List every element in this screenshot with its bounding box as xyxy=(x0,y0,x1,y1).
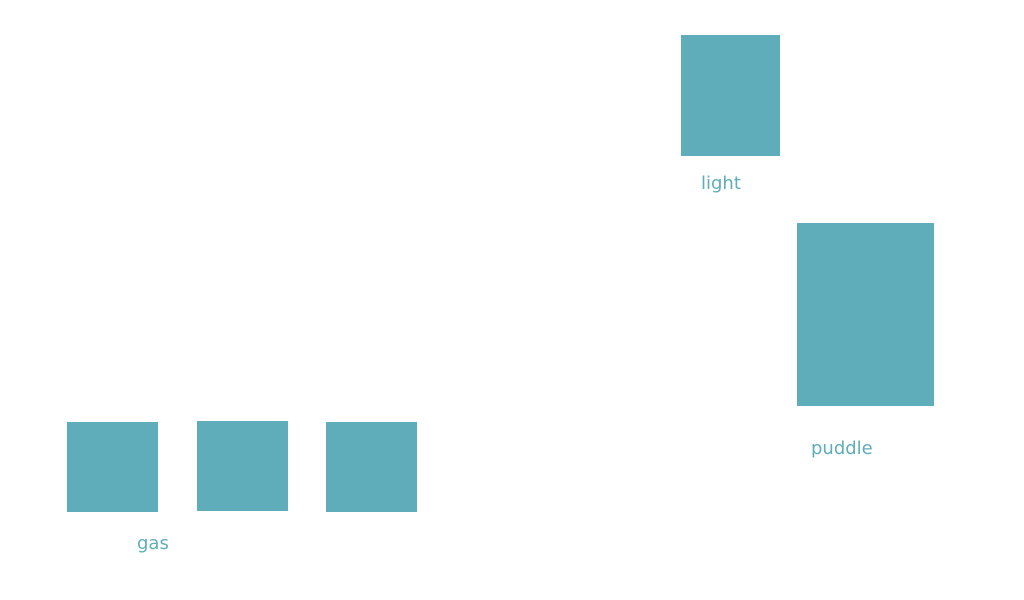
light-tile xyxy=(681,35,780,156)
gas-label: gas xyxy=(137,533,169,554)
gas-tile-1 xyxy=(67,422,158,512)
light-label: light xyxy=(701,173,741,194)
puddle-tile xyxy=(797,223,934,406)
gas-tile-3 xyxy=(326,422,417,512)
gas-tile-2 xyxy=(197,421,288,511)
puddle-label: puddle xyxy=(811,438,873,459)
